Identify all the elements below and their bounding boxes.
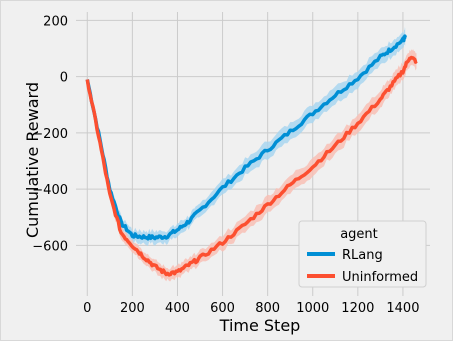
line-rlang [85, 34, 407, 241]
x-axis-label: Time Step [219, 316, 301, 335]
legend: agent RLang Uninformed [298, 220, 427, 288]
x-tick-label: 1000 [296, 301, 329, 316]
x-tick-label: 0 [83, 301, 91, 316]
y-tick-label: 0 [60, 71, 68, 86]
legend-entries: RLang Uninformed [307, 248, 418, 285]
series-lines [85, 34, 418, 277]
x-tick-labels: 0 200 400 600 800 1000 1200 1400 [83, 301, 419, 316]
x-tick-label: 600 [210, 301, 235, 316]
x-tick-label: 800 [255, 301, 280, 316]
line-uninformed [85, 55, 418, 277]
y-tick-label: −200 [32, 127, 68, 142]
legend-title: agent [340, 227, 378, 242]
y-tick-labels: −600 −400 −200 0 200 [32, 14, 68, 254]
legend-label-rlang: RLang [342, 248, 383, 263]
y-axis-label: Cumulative Reward [23, 82, 42, 238]
y-tick-label: −600 [32, 239, 68, 254]
x-tick-label: 1400 [386, 301, 419, 316]
x-tick-label: 1200 [341, 301, 374, 316]
y-tick-label: −400 [32, 183, 68, 198]
legend-box [298, 220, 427, 288]
x-tick-label: 200 [120, 301, 145, 316]
y-tick-label: 200 [43, 14, 68, 29]
x-tick-label: 400 [165, 301, 190, 316]
legend-label-uninformed: Uninformed [342, 270, 418, 285]
